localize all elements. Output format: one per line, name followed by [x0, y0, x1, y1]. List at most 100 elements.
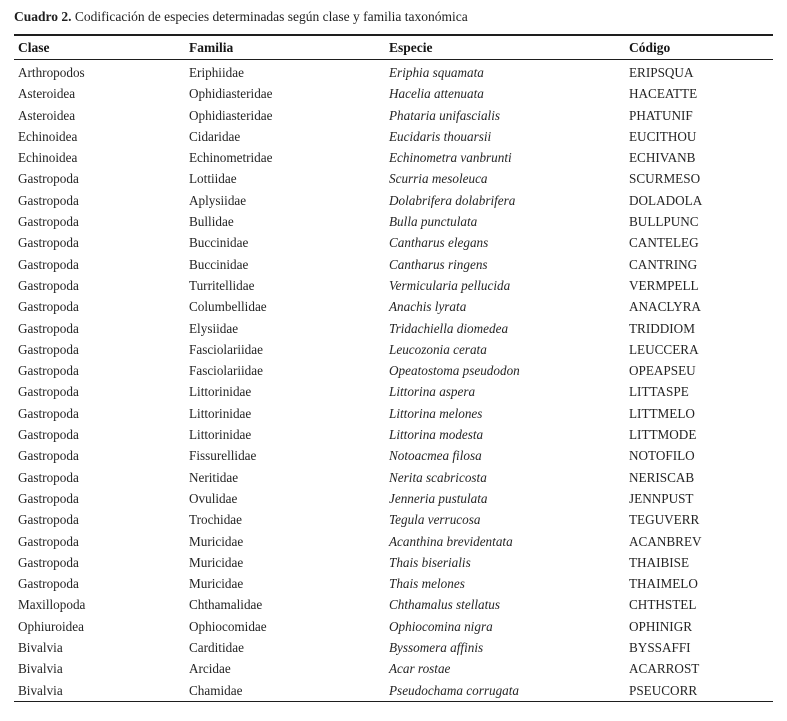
cell-familia: Littorinidae [189, 405, 252, 421]
cell-clase: Ophiuroidea [18, 618, 84, 634]
table-row: Gastropoda Buccinidae Cantharus elegans CAN… [14, 232, 773, 253]
cell-familia: Muricidae [189, 554, 244, 570]
cell-especie: Bulla punctulata [389, 214, 478, 230]
cell-codigo: THAIMELO [629, 576, 698, 592]
cell-familia: Aplysiidae [189, 192, 247, 208]
cell-codigo: ERIPSQUA [629, 65, 694, 80]
cell-especie: Leucozonia cerata [389, 341, 487, 357]
table-row: Gastropoda Fissurellidae Notoacmea filosa N… [14, 445, 773, 466]
table-row: Gastropoda Buccinidae Cantharus ringens CAN… [14, 254, 773, 275]
cell-clase: Gastropoda [18, 384, 79, 400]
table-row: Gastropoda Bullidae Bulla punctulata BULLPU… [14, 211, 773, 232]
cell-codigo: OPHINIGR [629, 618, 693, 634]
cell-especie: Nerita scabricosta [389, 469, 487, 485]
cell-clase: Gastropoda [18, 490, 79, 506]
cell-codigo: CANTELEG [629, 235, 699, 251]
cell-especie: Echinometra vanbrunti [389, 150, 512, 166]
table-body: Arthropodos Eriphiidae Eriphia squamata ERI… [14, 60, 773, 702]
cell-codigo: TRIDDIOM [629, 320, 695, 336]
cell-codigo: DOLADOLA [629, 192, 703, 208]
cell-clase: Gastropoda [18, 427, 79, 443]
table-row: Ophiuroidea Ophiocomidae Ophiocomina nigra… [14, 616, 773, 637]
cell-codigo: HACEATTE [629, 86, 698, 102]
cell-especie: Chthamalus stellatus [389, 597, 501, 613]
cell-familia: Ophidiasteridae [189, 86, 273, 102]
cell-codigo: OPEAPSEU [629, 363, 696, 379]
cell-familia: Trochidae [189, 512, 242, 528]
cell-clase: Arthropodos [18, 65, 85, 80]
cell-familia: Muricidae [189, 576, 244, 592]
table-row: Gastropoda Lottiidae Scurria mesoleuca SCUR… [14, 168, 773, 189]
cell-especie: Acanthina brevidentata [389, 533, 513, 549]
cell-especie: Thais biserialis [389, 554, 471, 570]
table-row: Gastropoda Littorinidae Littorina aspera LI… [14, 381, 773, 402]
cell-codigo: BYSSAFFI [629, 640, 691, 656]
cell-codigo: CANTRING [629, 256, 698, 272]
cell-familia: Bullidae [189, 214, 234, 230]
cell-clase: Gastropoda [18, 171, 79, 187]
cell-familia: Littorinidae [189, 384, 252, 400]
cell-clase: Gastropoda [18, 341, 79, 357]
table-row: Bivalvia Chamidae Pseudochama corrugata PSE… [14, 680, 773, 702]
table-row: Echinoidea Echinometridae Echinometra vanb… [14, 147, 773, 168]
cell-especie: Vermicularia pellucida [389, 277, 511, 293]
cell-familia: Elysiidae [189, 320, 239, 336]
table-row: Gastropoda Columbellidae Anachis lyrata ANA… [14, 296, 773, 317]
cell-familia: Littorinidae [189, 427, 252, 443]
table-caption-text: Codificación de especies determinadas se… [74, 9, 468, 24]
cell-familia: Eriphiidae [189, 65, 244, 80]
cell-clase: Gastropoda [18, 576, 79, 592]
cell-especie: Hacelia attenuata [389, 86, 484, 102]
cell-familia: Columbellidae [189, 299, 267, 315]
cell-clase: Gastropoda [18, 320, 79, 336]
cell-familia: Chthamalidae [189, 597, 263, 613]
cell-especie: Dolabrifera dolabrifera [389, 192, 516, 208]
cell-especie: Cantharus elegans [389, 235, 489, 251]
cell-familia: Buccinidae [189, 235, 249, 251]
cell-especie: Byssomera affinis [389, 640, 484, 656]
cell-codigo: ACANBREV [629, 533, 702, 549]
cell-codigo: NERISCAB [629, 469, 695, 485]
table-row: Gastropoda Trochidae Tegula verrucosa TEGUV… [14, 509, 773, 530]
cell-codigo: LITTASPE [629, 384, 689, 400]
table-row: Echinoidea Cidaridae Eucidaris thouarsii EU… [14, 126, 773, 147]
cell-especie: Eucidaris thouarsii [389, 128, 492, 144]
table-row: Gastropoda Ovulidae Jenneria pustulata JENN… [14, 488, 773, 509]
table-row: Gastropoda Muricidae Thais melones THAIMELO [14, 573, 773, 594]
cell-familia: Ovulidae [189, 490, 238, 506]
cell-clase: Gastropoda [18, 256, 79, 272]
table-row: Gastropoda Fasciolariidae Leucozonia cerat… [14, 339, 773, 360]
cell-codigo: VERMPELL [629, 277, 699, 293]
cell-codigo: ACARROST [629, 661, 700, 677]
cell-clase: Gastropoda [18, 363, 79, 379]
column-header-clase: Clase [14, 35, 185, 60]
table-row: Bivalvia Carditidae Byssomera affinis BYSSA… [14, 637, 773, 658]
cell-clase: Gastropoda [18, 299, 79, 315]
cell-familia: Turritellidae [189, 277, 255, 293]
cell-familia: Lottiidae [189, 171, 237, 187]
cell-familia: Buccinidae [189, 256, 249, 272]
cell-especie: Tridachiella diomedea [389, 320, 509, 336]
cell-especie: Tegula verrucosa [389, 512, 481, 528]
cell-codigo: PHATUNIF [629, 107, 693, 123]
table-caption: Cuadro 2. Codificación de especies deter… [14, 8, 773, 25]
cell-especie: Jenneria pustulata [389, 490, 488, 506]
cell-clase: Asteroidea [18, 86, 76, 102]
cell-codigo: EUCITHOU [629, 128, 697, 144]
cell-especie: Notoacmea filosa [389, 448, 482, 464]
cell-familia: Neritidae [189, 469, 239, 485]
cell-codigo: ECHIVANB [629, 150, 696, 166]
cell-familia: Ophidiasteridae [189, 107, 273, 123]
table-row: Gastropoda Elysiidae Tridachiella diomedea… [14, 318, 773, 339]
cell-clase: Asteroidea [18, 107, 76, 123]
cell-especie: Littorina aspera [389, 384, 476, 400]
cell-codigo: PSEUCORR [629, 682, 698, 698]
table-row: Gastropoda Littorinidae Littorina melones L… [14, 403, 773, 424]
cell-codigo: JENNPUST [629, 490, 694, 506]
cell-clase: Gastropoda [18, 469, 79, 485]
column-header-codigo: Código [625, 35, 773, 60]
table-row: Maxillopoda Chthamalidae Chthamalus stella… [14, 594, 773, 615]
cell-familia: Fasciolariidae [189, 341, 263, 357]
table-caption-label: Cuadro 2. [14, 9, 72, 24]
